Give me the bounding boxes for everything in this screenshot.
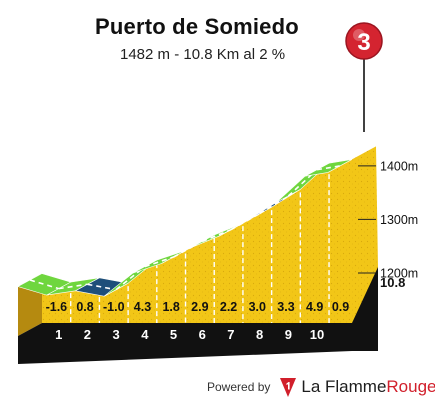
profile-road-line — [87, 283, 117, 291]
km-label: 4 — [141, 327, 149, 342]
category-badge-number: 3 — [357, 29, 370, 56]
km-label: 5 — [170, 327, 177, 342]
segment-gradient-label: 3.3 — [277, 300, 294, 314]
category-badge — [345, 22, 383, 60]
brand-name-part2: Rouge — [386, 377, 435, 396]
segment-gradient-label: -1.0 — [103, 300, 125, 314]
segment-gradient-label: 4.9 — [306, 300, 323, 314]
profile-road-line — [259, 195, 289, 215]
segment-gradient-label: 4.3 — [134, 300, 151, 314]
profile-base-band — [18, 323, 352, 364]
segment-gradient-label: 3.0 — [249, 300, 266, 314]
flame-logo-icon — [280, 378, 297, 397]
segment-gradient-label: 2.2 — [220, 300, 237, 314]
profile-road-line — [316, 165, 341, 171]
segment-gradient-label: -1.6 — [46, 300, 68, 314]
km-label: 6 — [199, 327, 206, 342]
km-label: 7 — [227, 327, 234, 342]
profile-road-line — [58, 283, 88, 290]
y-tick-label: 1400m — [380, 159, 418, 173]
segment-gradient-label: 1.8 — [162, 300, 179, 314]
km-label: 8 — [256, 327, 263, 342]
segment-gradient-label: 0.8 — [76, 300, 93, 314]
km-label: 10 — [310, 327, 324, 342]
km-label: 3 — [112, 327, 119, 342]
y-tick-label: 1200m — [380, 267, 418, 281]
distance-end-label: 10.8 — [380, 275, 405, 290]
km-label: 2 — [84, 327, 91, 342]
km-label: 9 — [285, 327, 292, 342]
km-label: 1 — [55, 327, 62, 342]
segment-gradient-label: 2.9 — [191, 300, 208, 314]
profile-end-face — [352, 146, 378, 323]
brand-name-part1: La Flamme — [301, 377, 387, 396]
segment-gradient-label: 0.9 — [332, 300, 349, 314]
y-tick-label: 1300m — [380, 213, 418, 227]
powered-by-label: Powered by — [207, 380, 271, 394]
powered-by-footer: Powered by La Flamme Rouge — [207, 376, 435, 398]
profile-road-line — [29, 279, 59, 290]
category-badge-shine — [353, 29, 365, 41]
climb-title: Puerto de Somiedo — [95, 14, 299, 39]
profile-road-line — [287, 169, 318, 197]
climb-subtitle: 1482 m - 10.8 Km al 2 % — [120, 46, 286, 63]
